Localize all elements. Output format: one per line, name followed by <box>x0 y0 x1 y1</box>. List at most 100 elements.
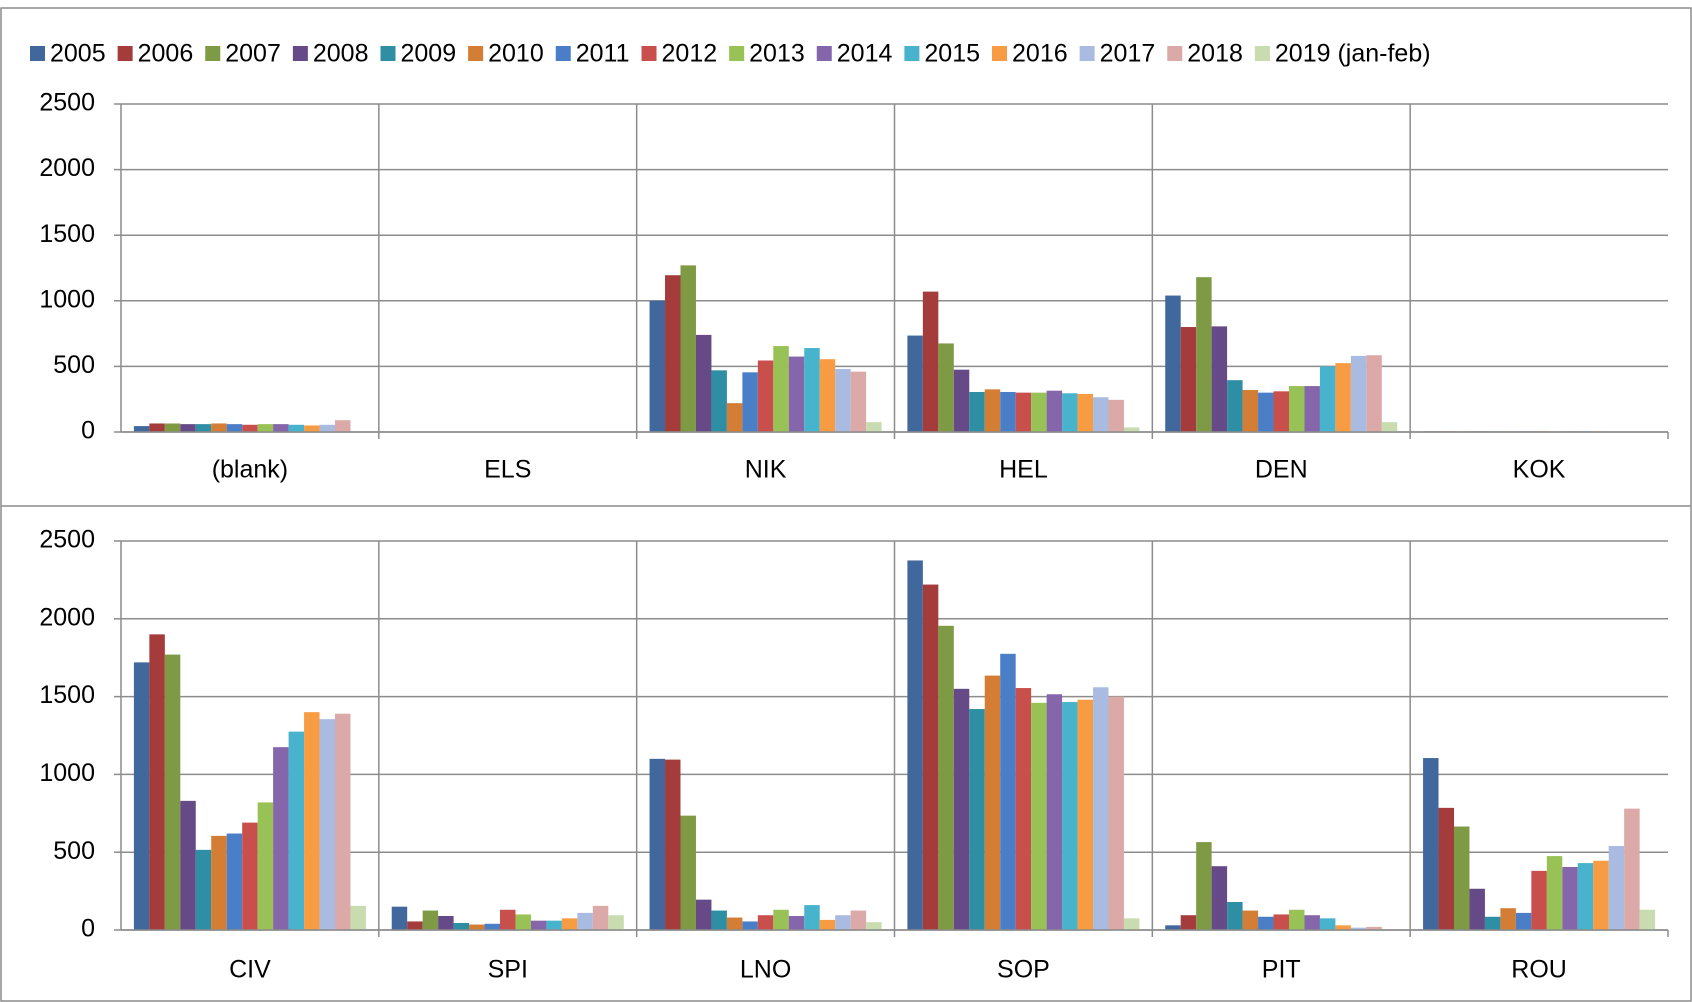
bar <box>742 921 758 930</box>
bar <box>1180 327 1197 432</box>
bar <box>1062 393 1078 432</box>
bar <box>1258 392 1274 432</box>
bar <box>726 403 743 432</box>
bar <box>257 424 274 432</box>
bar <box>1180 915 1197 930</box>
bar <box>1015 688 1032 930</box>
bar <box>969 391 985 432</box>
x-tick-label: SOP <box>997 956 1050 984</box>
bar <box>500 909 516 930</box>
bar <box>907 560 923 930</box>
y-tick-label: 0 <box>81 417 95 445</box>
bar <box>515 914 531 930</box>
bar <box>788 356 805 432</box>
bar <box>819 919 836 930</box>
legend-swatch <box>992 46 1008 61</box>
bar <box>133 662 150 930</box>
bar <box>938 625 954 930</box>
legend-label: 2009 <box>401 40 457 68</box>
x-tick-label: (blank) <box>212 456 288 484</box>
legend-swatch <box>117 46 133 61</box>
bar <box>1304 915 1320 930</box>
bar <box>1639 909 1656 930</box>
legend-label: 2007 <box>225 40 281 68</box>
bar <box>561 918 578 930</box>
bar <box>1093 687 1109 930</box>
bar <box>350 905 366 930</box>
bar <box>592 905 609 930</box>
bar <box>1196 277 1212 432</box>
bar <box>850 371 867 432</box>
bar <box>1366 355 1382 432</box>
bar <box>680 265 696 432</box>
bar <box>922 291 939 432</box>
bar <box>1453 826 1470 930</box>
bar <box>1242 390 1259 432</box>
bar <box>242 822 258 930</box>
bar <box>304 425 320 432</box>
bar <box>1273 914 1289 930</box>
bar <box>133 426 150 432</box>
bar <box>453 922 470 930</box>
legend-swatch <box>380 46 396 61</box>
legend: 2005 2006 2007 2008 2009 2010 2011 2012 2013 2014… <box>30 40 1431 68</box>
y-tick-label: 500 <box>53 837 95 865</box>
bar <box>335 713 351 930</box>
bar <box>1288 386 1305 432</box>
x-tick-label: CIV <box>229 956 271 984</box>
bar <box>608 915 624 930</box>
bar <box>407 921 423 930</box>
bar <box>1531 870 1547 930</box>
bar <box>1046 694 1063 930</box>
bar <box>804 348 820 432</box>
legend-label: 2014 <box>837 40 893 68</box>
bar <box>984 389 1001 432</box>
bar <box>195 849 212 930</box>
bar <box>530 920 547 930</box>
bar <box>680 815 696 930</box>
bar <box>1335 925 1351 930</box>
bar <box>164 423 181 432</box>
bar <box>1242 910 1259 930</box>
bar <box>288 731 305 930</box>
legend-label: 2013 <box>749 40 805 68</box>
bar <box>788 915 805 930</box>
bar <box>1438 807 1454 930</box>
legend-label: 2005 <box>50 40 106 68</box>
bar <box>757 360 774 432</box>
bar <box>422 910 439 930</box>
bar <box>1031 702 1047 930</box>
bar <box>1211 326 1228 432</box>
y-tick-label: 0 <box>81 915 95 943</box>
legend-label: 2006 <box>138 40 194 68</box>
chart-border <box>0 7 1692 1002</box>
bar <box>1319 918 1336 930</box>
bar <box>665 759 681 930</box>
bar <box>211 423 227 432</box>
legend-swatch <box>816 46 832 61</box>
legend-label: 2019 (jan-feb) <box>1275 40 1431 68</box>
bar <box>1288 909 1305 930</box>
bar <box>953 369 970 432</box>
legend-swatch <box>1254 46 1270 61</box>
bar <box>164 654 181 930</box>
y-tick-label: 500 <box>53 351 95 379</box>
legend-swatch <box>555 46 571 61</box>
bar <box>1273 391 1289 432</box>
legend-label: 2011 <box>576 40 630 68</box>
bar <box>1108 399 1124 432</box>
bar <box>226 833 243 930</box>
bar <box>819 359 836 432</box>
bar <box>922 584 939 930</box>
bar <box>1093 397 1109 432</box>
bar <box>938 343 954 432</box>
y-tick-label: 1500 <box>39 681 95 709</box>
bar <box>226 424 243 432</box>
y-tick-label: 1000 <box>39 759 95 787</box>
bar <box>1165 295 1181 432</box>
bar <box>1227 380 1243 432</box>
bar <box>273 424 289 432</box>
bar <box>180 424 196 432</box>
bar <box>1562 866 1578 930</box>
bar <box>1469 888 1485 930</box>
